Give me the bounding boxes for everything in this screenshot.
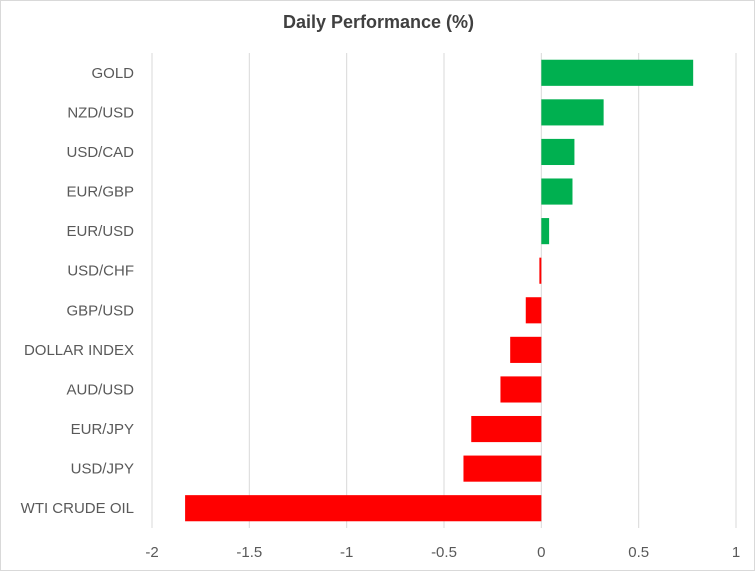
chart-title: Daily Performance (%) xyxy=(282,12,475,32)
x-tick-label: -1 xyxy=(340,544,353,561)
category-label: GOLD xyxy=(91,65,134,82)
category-label: WTI CRUDE OIL xyxy=(21,500,134,517)
bar-gold xyxy=(541,59,694,86)
bar-aud-usd xyxy=(500,376,542,403)
bar-usd-chf xyxy=(539,257,542,284)
category-label: AUD/USD xyxy=(66,381,134,398)
bar-eur-gbp xyxy=(541,178,573,205)
bar-usd-cad xyxy=(541,138,575,166)
x-tick-label: -1.5 xyxy=(236,544,262,561)
category-label: USD/CHF xyxy=(67,263,134,280)
bars xyxy=(185,59,694,522)
category-label: USD/CAD xyxy=(66,144,134,161)
bar-wti-crude-oil xyxy=(185,495,542,522)
category-label: EUR/USD xyxy=(66,223,134,240)
category-label: NZD/USD xyxy=(67,104,134,121)
bar-gbp-usd xyxy=(525,297,542,324)
category-label: DOLLAR INDEX xyxy=(24,342,134,359)
category-label: EUR/JPY xyxy=(71,421,134,438)
x-axis-tick-labels: -2 -1.5 -1 -0.5 0 0.5 1 xyxy=(145,544,740,561)
x-tick-label: -2 xyxy=(145,544,158,561)
bar-eur-jpy xyxy=(471,415,542,443)
x-tick-label: 0.5 xyxy=(628,544,649,561)
x-tick-label: 0 xyxy=(537,544,545,561)
bar-nzd-usd xyxy=(541,99,604,126)
category-label: GBP/USD xyxy=(66,302,134,319)
category-labels: GOLD NZD/USD USD/CAD EUR/GBP EUR/USD USD/CHF G… xyxy=(21,65,135,517)
bar-eur-usd xyxy=(541,218,550,245)
x-tick-label: 1 xyxy=(732,544,740,561)
category-label: USD/JPY xyxy=(71,461,134,478)
bar-dollar-index xyxy=(510,336,542,363)
category-label: EUR/GBP xyxy=(66,184,134,201)
x-tick-label: -0.5 xyxy=(431,544,457,561)
gridlines xyxy=(151,53,737,528)
bar-usd-jpy xyxy=(463,455,542,482)
